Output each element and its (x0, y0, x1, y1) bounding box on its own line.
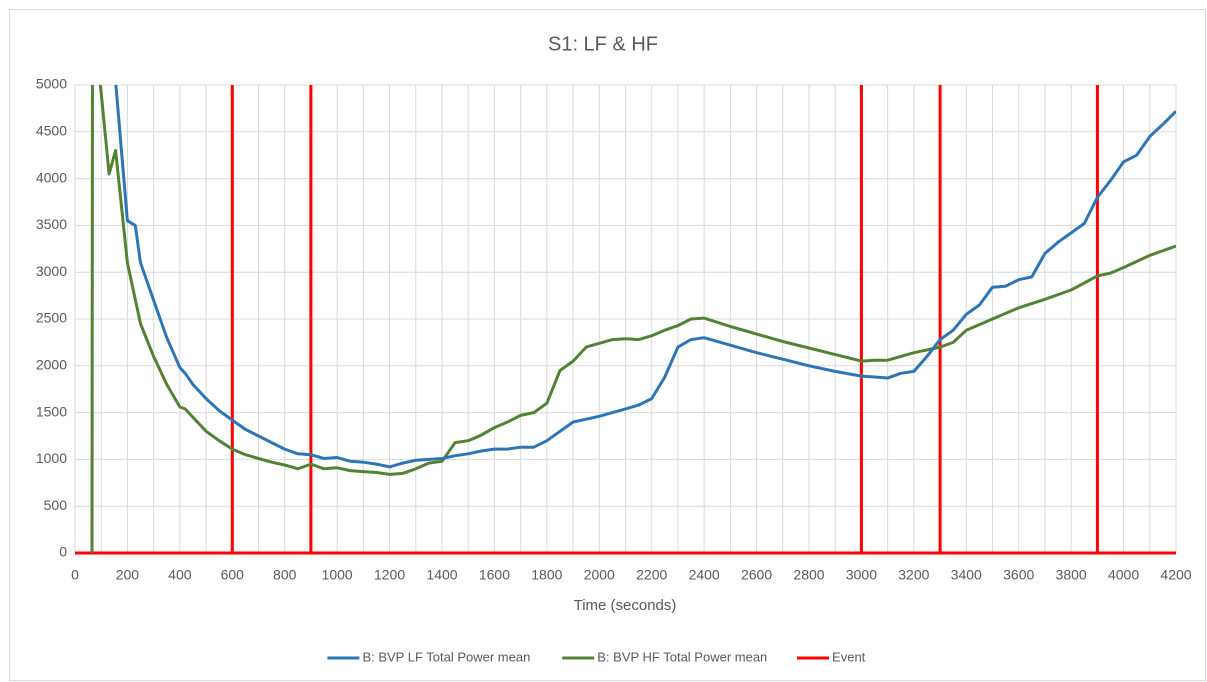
x-tick-label: 2400 (689, 567, 720, 583)
legend-label: B: BVP LF Total Power mean (362, 649, 530, 664)
x-tick-label: 800 (273, 567, 297, 583)
x-tick-label: 3800 (1056, 567, 1087, 583)
x-tick-label: 2000 (584, 567, 615, 583)
y-tick-label: 1500 (36, 403, 67, 419)
x-tick-label: 2200 (636, 567, 667, 583)
x-tick-label: 3200 (898, 567, 929, 583)
data-line (75, 85, 1176, 555)
y-tick-label: 500 (44, 497, 68, 513)
x-tick-label: 4000 (1108, 567, 1139, 583)
chart-border (9, 9, 1206, 681)
x-axis-label: Time (seconds) (574, 597, 677, 614)
x-tick-label: 3000 (846, 567, 877, 583)
x-tick-label: 1400 (426, 567, 457, 583)
legend-label: B: BVP HF Total Power mean (597, 649, 767, 664)
x-tick-label: 2800 (793, 567, 824, 583)
y-tick-label: 3500 (36, 216, 67, 232)
data-line (90, 85, 1176, 554)
x-tick-label: 2600 (741, 567, 772, 583)
y-tick-label: 1000 (36, 450, 67, 466)
data-line (114, 85, 1176, 469)
x-tick-label: 3600 (1003, 567, 1034, 583)
x-tick-label: 600 (221, 567, 245, 583)
plot-area (75, 85, 1176, 555)
y-tick-label: 4000 (36, 169, 67, 185)
legend-label: Event (832, 649, 866, 664)
chart-title: S1: LF & HF (548, 33, 658, 55)
x-tick-label: 1800 (531, 567, 562, 583)
x-tick-label: 1000 (322, 567, 353, 583)
y-tick-label: 2500 (36, 310, 67, 326)
y-tick-label: 5000 (36, 76, 67, 92)
y-tick-label: 2000 (36, 357, 67, 373)
x-tick-label: 3400 (951, 567, 982, 583)
x-tick-label: 4200 (1160, 567, 1191, 583)
y-tick-label: 3000 (36, 263, 67, 279)
y-tick-label: 0 (59, 544, 67, 560)
x-tick-label: 1600 (479, 567, 510, 583)
x-tick-label: 0 (71, 567, 79, 583)
x-tick-label: 1200 (374, 567, 405, 583)
x-tick-label: 200 (116, 567, 140, 583)
y-tick-label: 4500 (36, 123, 67, 139)
x-tick-label: 400 (168, 567, 192, 583)
